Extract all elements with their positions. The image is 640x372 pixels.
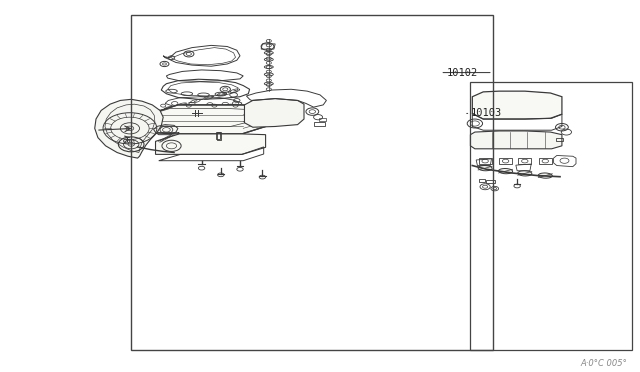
Bar [217, 132, 221, 140]
Bar [319, 118, 326, 121]
Text: 10102: 10102 [447, 68, 478, 77]
Text: 10103: 10103 [470, 109, 502, 118]
Polygon shape [156, 134, 266, 154]
Bar [556, 138, 563, 141]
Bar [216, 132, 220, 139]
Polygon shape [470, 131, 562, 149]
Ellipse shape [518, 171, 532, 176]
Bar [131, 15, 493, 350]
Ellipse shape [499, 169, 513, 174]
Ellipse shape [538, 173, 552, 178]
Polygon shape [472, 91, 562, 119]
Ellipse shape [478, 166, 492, 171]
Bar [314, 122, 325, 126]
Polygon shape [154, 105, 266, 134]
Polygon shape [244, 99, 304, 127]
Polygon shape [95, 99, 163, 158]
Bar [470, 82, 632, 350]
Text: A·0°C 005°: A·0°C 005° [580, 359, 627, 368]
